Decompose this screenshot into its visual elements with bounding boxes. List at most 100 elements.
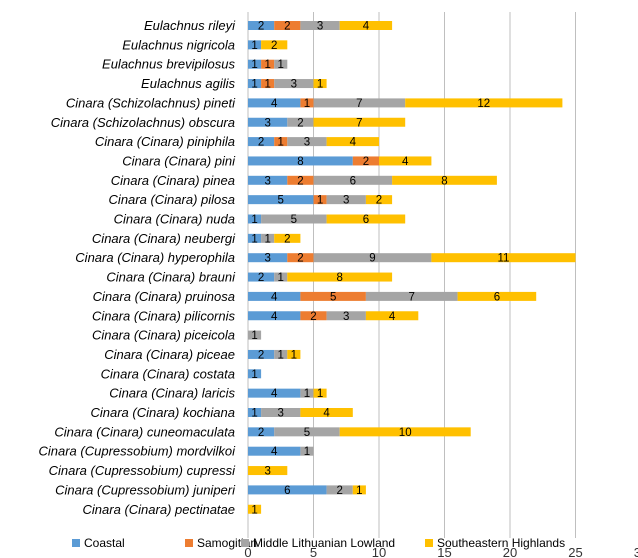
bar-segment — [457, 291, 537, 301]
bar-segment — [365, 195, 393, 205]
bar-segment — [248, 214, 262, 224]
bar-segment — [326, 214, 406, 224]
x-axis-ticks: 0 5 10 15 20 25 30 — [244, 545, 638, 558]
bar-segment — [248, 117, 288, 127]
category-label: Eulachnus brevipilosus — [102, 57, 235, 72]
data-label: 1 — [356, 485, 362, 497]
x-tick-label: 25 — [568, 545, 582, 558]
data-label: 3 — [343, 195, 349, 207]
bar-segment — [261, 408, 301, 417]
bar-segment — [274, 79, 314, 89]
data-label: 1 — [304, 98, 310, 110]
category-label: Eulachnus agilis — [141, 76, 235, 91]
bar-segment — [274, 272, 288, 282]
data-label: 7 — [409, 291, 415, 303]
bar-segment — [313, 175, 393, 185]
category-label: Cinara (Cinara) laricis — [109, 386, 235, 401]
bar-segment — [248, 388, 301, 398]
category-label: Cinara (Cinara) kochiana — [90, 405, 235, 420]
data-label: 2 — [310, 311, 316, 323]
x-tick-label: 15 — [437, 545, 451, 558]
data-label: 5 — [304, 427, 310, 439]
bar-segment — [300, 388, 314, 398]
data-label: 7 — [356, 98, 362, 110]
data-label: 1 — [251, 40, 257, 52]
bar-segment — [248, 156, 353, 166]
bar-segment — [248, 504, 262, 514]
bar-segment — [287, 175, 314, 185]
category-label: Cinara (Cinara) pilosa — [109, 192, 235, 207]
data-label: 4 — [271, 446, 278, 458]
data-label: 3 — [278, 408, 284, 420]
bar-segment — [274, 427, 340, 437]
data-label: 1 — [278, 272, 284, 284]
bar-segment — [248, 233, 262, 243]
data-label: 1 — [251, 233, 257, 245]
data-label: 4 — [271, 291, 278, 303]
category-label: Cinara (Cinara) pini — [122, 153, 236, 168]
category-label: Cinara (Cinara) pilicornis — [92, 308, 236, 323]
bar-segment — [248, 40, 262, 50]
bar-segment — [248, 485, 327, 495]
bar-segment — [287, 117, 314, 127]
bar-segment — [405, 98, 563, 108]
data-label: 1 — [251, 214, 257, 226]
category-label: Cinara (Cupressobium) juniperi — [55, 482, 236, 497]
data-label: 2 — [336, 485, 342, 497]
bar-segment — [274, 59, 288, 69]
category-label: Cinara (Cinara) piniphila — [95, 134, 235, 149]
category-label: Cinara (Cinara) nuda — [114, 212, 235, 227]
data-label: 1 — [251, 59, 257, 71]
bar-segment — [326, 311, 366, 321]
data-label: 1 — [251, 79, 257, 91]
category-label: Cinara (Cinara) pectinatae — [83, 502, 235, 517]
data-label: 1 — [264, 79, 270, 91]
bar-segment — [248, 311, 301, 321]
bar-segment — [248, 21, 275, 30]
bar-segment — [248, 98, 301, 108]
data-label: 2 — [284, 233, 290, 245]
bar-segment — [248, 291, 301, 301]
data-label: 7 — [356, 117, 362, 129]
x-tick-label: 30 — [634, 545, 638, 558]
bar-segment — [300, 291, 366, 301]
bar-segment — [392, 175, 497, 185]
category-label: Cinara (Cinara) pruinosa — [93, 289, 235, 304]
bars: 2 2 3 41 21 1 11 1 3 14 1 7 123 2 72 1 3 48 2 43 2 6 85 1 3 21 5 61… — [248, 21, 576, 516]
data-label: 5 — [278, 195, 284, 207]
data-label: 1 — [317, 195, 323, 207]
bar-segment — [431, 253, 576, 263]
category-label: Eulachnus rileyi — [144, 18, 236, 33]
data-label: 3 — [291, 79, 297, 91]
bar-segment — [261, 59, 275, 69]
data-label: 3 — [264, 117, 270, 129]
data-label: 8 — [297, 156, 303, 168]
bar-segment — [352, 485, 366, 495]
data-label: 3 — [317, 21, 323, 33]
category-label: Cinara (Schizolachnus) obscura — [51, 115, 235, 130]
data-label: 4 — [271, 311, 278, 323]
category-label: Cinara (Cinara) hyperophila — [75, 250, 235, 265]
legend-swatch — [185, 539, 193, 547]
data-label: 8 — [336, 272, 342, 284]
data-label: 3 — [264, 253, 270, 265]
x-tick-label: 5 — [310, 545, 317, 558]
legend-entry: Middle Lithuanian Lowland — [253, 536, 395, 550]
bar-segment — [261, 214, 327, 224]
bar-segment — [248, 175, 288, 185]
data-label: 4 — [350, 137, 357, 149]
data-label: 1 — [251, 504, 257, 516]
data-label: 3 — [264, 175, 270, 187]
bar-segment — [300, 446, 314, 456]
bar-segment — [287, 349, 301, 359]
bar-segment — [339, 21, 393, 30]
data-label: 3 — [343, 311, 349, 323]
bar-segment — [287, 272, 393, 282]
data-label: 3 — [264, 466, 270, 478]
data-label: 6 — [350, 175, 356, 187]
data-label: 4 — [402, 156, 409, 168]
bar-segment — [274, 233, 301, 243]
bar-segment — [248, 195, 314, 205]
data-label: 4 — [363, 21, 370, 33]
data-label: 1 — [304, 388, 310, 400]
